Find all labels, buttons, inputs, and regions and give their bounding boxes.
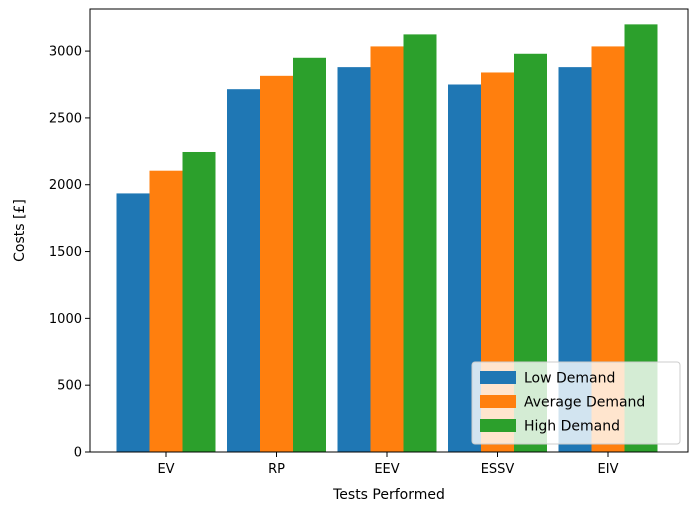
y-tick-label: 0 (74, 446, 82, 461)
bar-average-demand-ev (149, 170, 183, 452)
legend-box (471, 361, 681, 445)
x-axis: EV RP EEV ESSV EIV (157, 452, 619, 477)
y-axis: 0 500 1000 1500 2000 2500 3000 (49, 45, 90, 461)
legend-swatch (480, 371, 516, 384)
legend-label: High Demand (524, 419, 620, 435)
x-tick-label: EEV (374, 462, 399, 477)
bar-high-demand-ev (182, 151, 216, 452)
bar-high-demand-eev (403, 34, 437, 452)
bar-average-demand-rp (260, 75, 293, 452)
y-tick-label: 1500 (49, 245, 82, 260)
x-tick-label: EIV (598, 462, 619, 477)
legend-swatch (480, 419, 516, 432)
bar-low-demand-eev (337, 67, 371, 452)
legend: Low Demand Average Demand High Demand (471, 361, 681, 445)
plot-frame (89, 8, 689, 453)
x-tick-label: ESSV (481, 462, 515, 477)
x-tick-label: RP (268, 462, 285, 477)
y-axis-title: Costs [£] (12, 199, 28, 262)
y-tick-label: 3000 (49, 45, 82, 60)
bar-average-demand-eev (370, 46, 404, 453)
x-tick-label: EV (157, 462, 174, 477)
bar-low-demand-rp (227, 89, 260, 452)
legend-label: Low Demand (524, 371, 615, 387)
bar-low-demand-ev (116, 193, 150, 452)
y-tick-label: 500 (57, 379, 82, 394)
y-tick-label: 2500 (49, 111, 82, 126)
x-axis-title: Tests Performed (332, 487, 445, 503)
legend-label: Average Demand (524, 395, 645, 411)
y-tick-label: 1000 (49, 312, 82, 327)
bar-high-demand-rp (293, 57, 326, 453)
y-tick-label: 2000 (49, 178, 82, 193)
legend-swatch (480, 395, 516, 408)
